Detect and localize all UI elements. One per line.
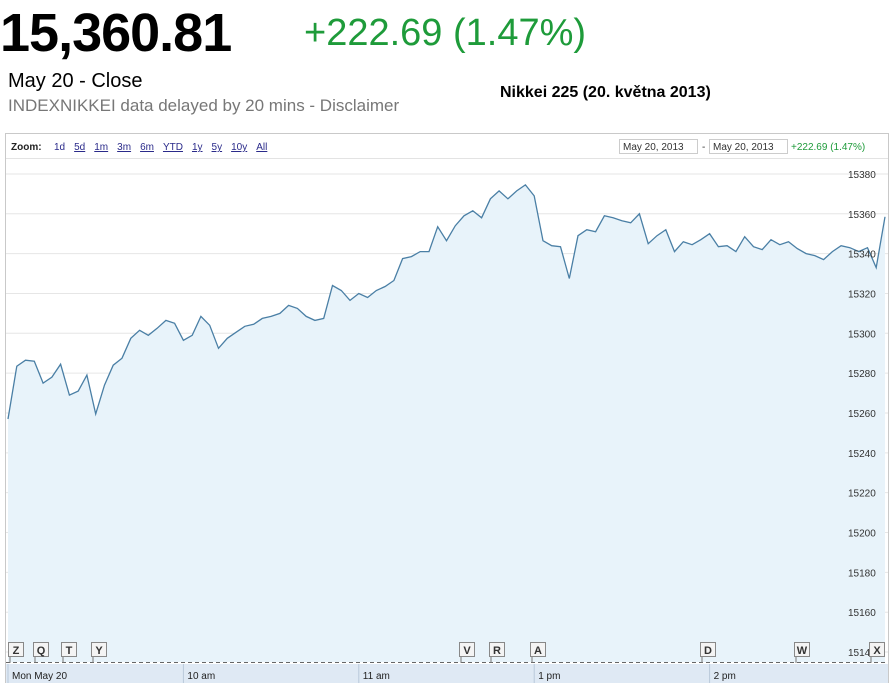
- flag-box[interactable]: [8, 642, 24, 657]
- flag-letter[interactable]: D: [704, 645, 712, 657]
- flag-letter[interactable]: X: [873, 645, 881, 657]
- y-tick-label: 15260: [848, 409, 876, 420]
- flag-letter[interactable]: A: [534, 645, 542, 657]
- flag-box[interactable]: [61, 642, 77, 657]
- flag-letter[interactable]: W: [797, 645, 808, 657]
- flag-letter[interactable]: Z: [13, 645, 20, 657]
- delay-note[interactable]: INDEXNIKKEI data delayed by 20 mins - Di…: [8, 96, 400, 115]
- flag-box[interactable]: [869, 642, 885, 657]
- flag-letter[interactable]: R: [493, 645, 501, 657]
- y-tick-label: 15340: [848, 250, 876, 261]
- flag-box[interactable]: [91, 642, 107, 657]
- price-change: +222.69 (1.47%): [304, 12, 587, 54]
- y-tick-label: 15300: [848, 329, 876, 340]
- toolbar: Zoom: 1d 5d 1m 3m 6m YTD 1y 5y 10y All May 20, 2013…: [11, 139, 865, 154]
- flag-letter[interactable]: V: [463, 645, 471, 657]
- range-separator: -: [702, 142, 705, 153]
- x-tick-label: 1 pm: [538, 671, 560, 682]
- range-change: +222.69 (1.47%): [791, 142, 865, 153]
- flag-box[interactable]: [794, 642, 810, 657]
- zoom-option[interactable]: 10y: [231, 142, 247, 153]
- zoom-label: Zoom:: [11, 142, 42, 153]
- y-tick-label: 15280: [848, 369, 876, 380]
- flag-box[interactable]: [530, 642, 546, 657]
- zoom-option[interactable]: 5d: [74, 142, 85, 153]
- x-tick-label: 10 am: [187, 671, 215, 682]
- zoom-option[interactable]: All: [256, 142, 267, 153]
- y-tick-label: 15160: [848, 608, 876, 619]
- zoom-option[interactable]: 6m: [140, 142, 154, 153]
- range-box: [709, 139, 788, 154]
- x-tick-label: Mon May 20: [12, 671, 67, 682]
- flag-box[interactable]: [700, 642, 716, 657]
- zoom-option[interactable]: 1m: [94, 142, 108, 153]
- zoom-option[interactable]: 3m: [117, 142, 131, 153]
- y-tick-label: 15360: [848, 210, 876, 221]
- flag-box[interactable]: [489, 642, 505, 657]
- zoom-option[interactable]: 5y: [212, 142, 223, 153]
- close-status: May 20 - Close: [8, 70, 143, 92]
- y-tick-label: 15180: [848, 568, 876, 579]
- flag-box[interactable]: [459, 642, 475, 657]
- x-tick-label: 11 am: [363, 671, 390, 682]
- zoom-option[interactable]: YTD: [163, 142, 183, 153]
- x-tick-label: 2 pm: [714, 671, 736, 682]
- range-box: [619, 139, 698, 154]
- y-tick-label: 15200: [848, 529, 876, 540]
- flag-letter[interactable]: Y: [95, 645, 103, 657]
- zoom-option[interactable]: 1y: [192, 142, 203, 153]
- y-tick-label: 15140: [848, 648, 876, 659]
- y-tick-label: 15240: [848, 449, 876, 460]
- y-tick-label: 15220: [848, 489, 876, 500]
- flag-letter[interactable]: T: [66, 645, 73, 657]
- timeline-strip: [6, 664, 888, 683]
- y-tick-label: 15320: [848, 289, 876, 300]
- caption: Nikkei 225 (20. května 2013): [500, 84, 711, 101]
- price-line: [7, 184, 886, 420]
- flag-letter[interactable]: Q: [37, 645, 46, 657]
- range-start[interactable]: May 20, 2013: [623, 142, 684, 153]
- range-end[interactable]: May 20, 2013: [713, 142, 774, 153]
- flag-box[interactable]: [33, 642, 49, 657]
- index-price: 15,360.81: [0, 3, 232, 63]
- area-fill: [8, 184, 885, 662]
- zoom-option[interactable]: 1d: [54, 142, 65, 153]
- y-tick-label: 15380: [848, 170, 876, 181]
